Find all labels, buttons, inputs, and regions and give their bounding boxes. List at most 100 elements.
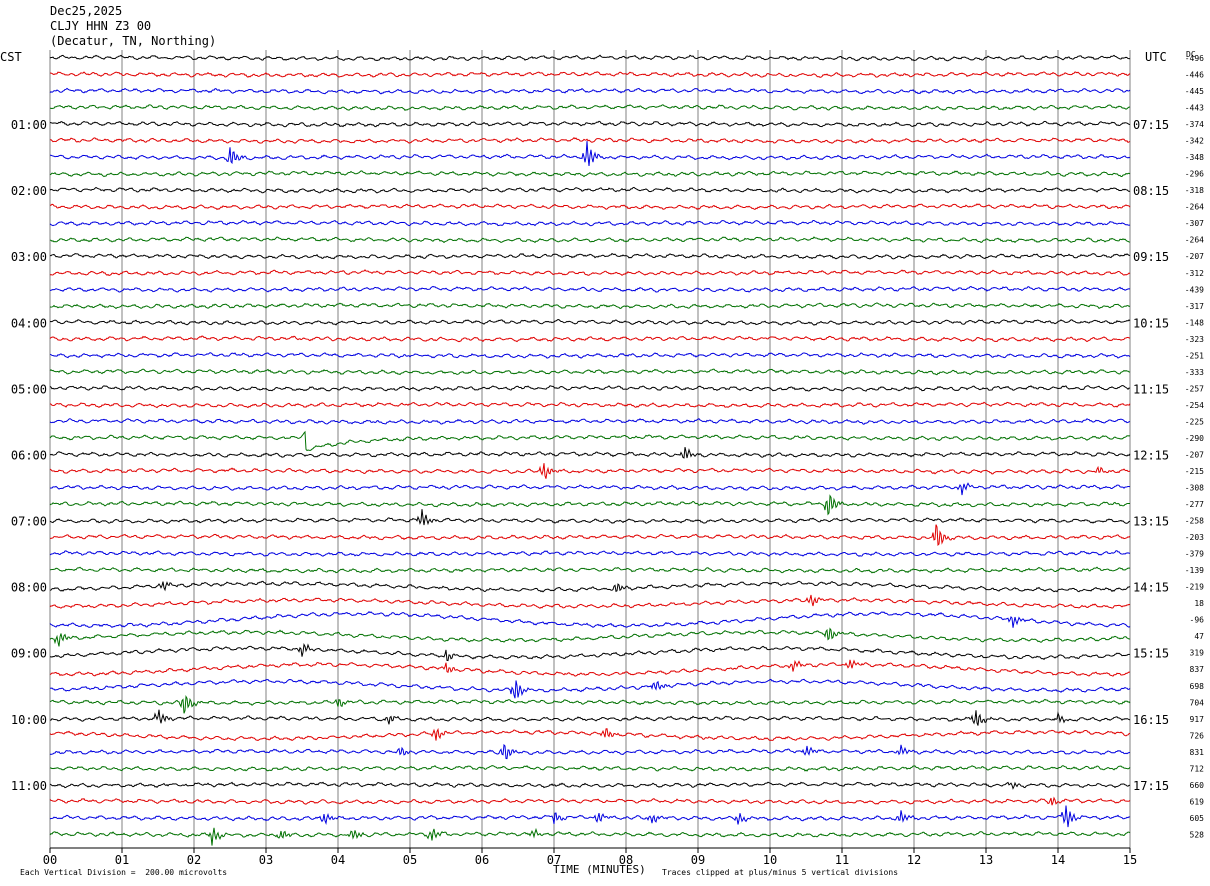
trace-row-27 bbox=[49, 494, 1131, 516]
right-time-label: 08:15 bbox=[1133, 184, 1169, 198]
dc-offset-42: 831 bbox=[1190, 748, 1205, 757]
right-time-label: 13:15 bbox=[1133, 515, 1169, 529]
dc-offset-44: 660 bbox=[1190, 781, 1205, 790]
trace-row-12 bbox=[49, 252, 1131, 260]
trace-row-8 bbox=[49, 186, 1131, 194]
trace-row-30 bbox=[49, 550, 1131, 557]
right-time-label: 09:15 bbox=[1133, 250, 1169, 264]
dc-offset-45: 619 bbox=[1190, 797, 1205, 806]
left-time-label: 09:00 bbox=[11, 647, 47, 661]
x-tick-label-02: 02 bbox=[187, 853, 201, 867]
trace-row-23 bbox=[49, 430, 1131, 452]
division-note: Each Vertical Division = 200.00 microvol… bbox=[20, 868, 228, 877]
trace-row-33 bbox=[49, 594, 1131, 609]
dc-offset-5: -342 bbox=[1185, 137, 1204, 146]
dc-offset-16: -148 bbox=[1185, 318, 1204, 327]
dc-offset-10: -307 bbox=[1185, 219, 1204, 228]
left-time-label: 01:00 bbox=[11, 118, 47, 132]
dc-label: DC bbox=[1186, 50, 1196, 59]
dc-offset-labels: -496 -446 -445 -443 -374 -342 -348 -296 -318 -264… bbox=[1185, 54, 1204, 839]
x-tick-label-13: 13 bbox=[979, 853, 993, 867]
dc-offset-47: 528 bbox=[1190, 830, 1205, 839]
dc-offset-8: -318 bbox=[1185, 186, 1204, 195]
trace-row-29 bbox=[49, 524, 1131, 547]
dc-offset-36: 319 bbox=[1190, 649, 1205, 658]
dc-offset-39: 704 bbox=[1190, 698, 1205, 707]
right-time-label: 07:15 bbox=[1133, 118, 1169, 132]
x-tick-label-07: 07 bbox=[547, 853, 561, 867]
dc-offset-26: -308 bbox=[1185, 484, 1204, 493]
trace-row-36 bbox=[49, 642, 1131, 662]
dc-offset-29: -203 bbox=[1185, 533, 1204, 542]
dc-offset-17: -323 bbox=[1185, 335, 1204, 344]
trace-row-7 bbox=[49, 170, 1131, 178]
dc-offset-40: 917 bbox=[1190, 715, 1205, 724]
x-tick-label-15: 15 bbox=[1123, 853, 1137, 867]
right-time-label: 17:15 bbox=[1133, 779, 1169, 793]
trace-row-28 bbox=[49, 509, 1131, 526]
x-tick-label-10: 10 bbox=[763, 853, 777, 867]
left-time-label: 05:00 bbox=[11, 382, 47, 396]
right-time-label: 16:15 bbox=[1133, 713, 1169, 727]
trace-row-39 bbox=[49, 695, 1131, 714]
x-tick-label-08: 08 bbox=[619, 853, 633, 867]
header-date: Dec25,2025 bbox=[50, 4, 123, 18]
dc-offset-22: -225 bbox=[1185, 417, 1204, 426]
left-time-label: 06:00 bbox=[11, 448, 47, 462]
right-time-label: 12:15 bbox=[1133, 448, 1169, 462]
dc-offset-33: 18 bbox=[1194, 599, 1204, 608]
dc-offset-18: -251 bbox=[1185, 351, 1204, 360]
dc-offset-46: 605 bbox=[1190, 814, 1205, 823]
trace-row-46 bbox=[49, 805, 1131, 828]
trace-row-26 bbox=[49, 482, 1131, 496]
trace-row-15 bbox=[49, 302, 1131, 310]
trace-row-24 bbox=[49, 447, 1131, 459]
left-time-label: 04:00 bbox=[11, 316, 47, 330]
dc-offset-23: -290 bbox=[1185, 434, 1204, 443]
trace-row-22 bbox=[49, 418, 1131, 425]
trace-row-21 bbox=[49, 401, 1131, 409]
x-tick-label-11: 11 bbox=[835, 853, 849, 867]
trace-row-34 bbox=[49, 610, 1131, 629]
dc-offset-0: -496 bbox=[1185, 54, 1204, 63]
trace-row-45 bbox=[49, 796, 1131, 806]
dc-offset-14: -439 bbox=[1185, 285, 1204, 294]
trace-row-16 bbox=[49, 319, 1131, 326]
x-tick-label-06: 06 bbox=[475, 853, 489, 867]
dc-offset-43: 712 bbox=[1190, 764, 1205, 773]
dc-offset-32: -219 bbox=[1185, 583, 1204, 592]
dc-offset-21: -254 bbox=[1185, 401, 1204, 410]
left-time-label: 07:00 bbox=[11, 515, 47, 529]
dc-offset-30: -379 bbox=[1185, 550, 1204, 559]
trace-row-40 bbox=[49, 709, 1131, 726]
trace-row-1 bbox=[49, 71, 1131, 78]
trace-row-35 bbox=[49, 627, 1131, 647]
dc-offset-6: -348 bbox=[1185, 153, 1204, 162]
dc-offset-28: -258 bbox=[1185, 517, 1204, 526]
trace-row-47 bbox=[49, 827, 1131, 846]
dc-offset-1: -446 bbox=[1185, 71, 1204, 80]
trace-row-9 bbox=[49, 203, 1131, 211]
dc-offset-9: -264 bbox=[1185, 203, 1204, 212]
dc-offset-4: -374 bbox=[1185, 120, 1204, 129]
left-axis-label: CST bbox=[0, 50, 22, 64]
right-time-label: 10:15 bbox=[1133, 316, 1169, 330]
trace-row-2 bbox=[49, 87, 1131, 95]
trace-row-4 bbox=[49, 120, 1131, 128]
right-time-label: 11:15 bbox=[1133, 382, 1169, 396]
dc-offset-7: -296 bbox=[1185, 170, 1204, 179]
dc-offset-12: -207 bbox=[1185, 252, 1204, 261]
clip-note: Traces clipped at plus/minus 5 vertical … bbox=[662, 868, 899, 877]
x-tick-label-05: 05 bbox=[403, 853, 417, 867]
trace-row-44 bbox=[49, 781, 1131, 790]
dc-offset-27: -277 bbox=[1185, 500, 1204, 509]
trace-row-0 bbox=[49, 54, 1131, 62]
right-time-label: 15:15 bbox=[1133, 647, 1169, 661]
trace-row-5 bbox=[49, 137, 1131, 144]
dc-offset-20: -257 bbox=[1185, 384, 1204, 393]
header-station: CLJY HHN Z3 00 bbox=[50, 19, 152, 33]
grid-lines bbox=[49, 50, 1131, 848]
left-time-label: 02:00 bbox=[11, 184, 47, 198]
left-time-label: 03:00 bbox=[11, 250, 47, 264]
